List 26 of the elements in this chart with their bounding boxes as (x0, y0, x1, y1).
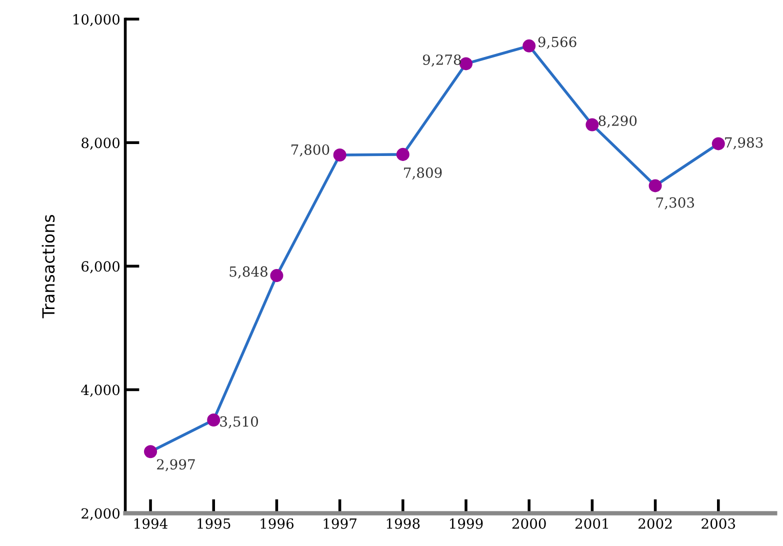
data-label: 7,809 (404, 167, 442, 180)
data-label: 3,510 (220, 416, 258, 428)
y-axis-title: Transactions (42, 214, 55, 318)
data-label: 2,997 (157, 459, 195, 472)
data-label: 8,290 (598, 115, 637, 128)
x-tick-label: 2003 (702, 518, 736, 529)
data-label: 7,303 (656, 197, 694, 210)
y-tick-label: 8,000 (82, 138, 120, 150)
data-label: 7,983 (725, 137, 763, 150)
data-label: 9,566 (538, 36, 576, 49)
data-label: 7,800 (291, 144, 330, 157)
y-tick-label: 6,000 (82, 261, 120, 274)
x-tick-label: 2001 (575, 518, 608, 529)
x-tick-label: 1996 (260, 518, 294, 529)
x-tick-label: 1999 (450, 518, 483, 529)
x-tick-label: 2002 (638, 518, 672, 529)
data-label: 9,278 (422, 54, 461, 67)
y-tick-label: 4,000 (81, 384, 120, 397)
y-tick-label: 2,000 (82, 508, 120, 520)
x-tick-label: 1997 (324, 518, 356, 529)
x-tick-label: 2000 (512, 518, 546, 529)
x-tick-label: 1998 (386, 518, 420, 529)
y-tick-label: 10,000 (74, 14, 120, 26)
data-label: 5,848 (230, 266, 268, 279)
x-tick-label: 1994 (134, 518, 168, 529)
x-tick-label: 1995 (198, 518, 230, 529)
